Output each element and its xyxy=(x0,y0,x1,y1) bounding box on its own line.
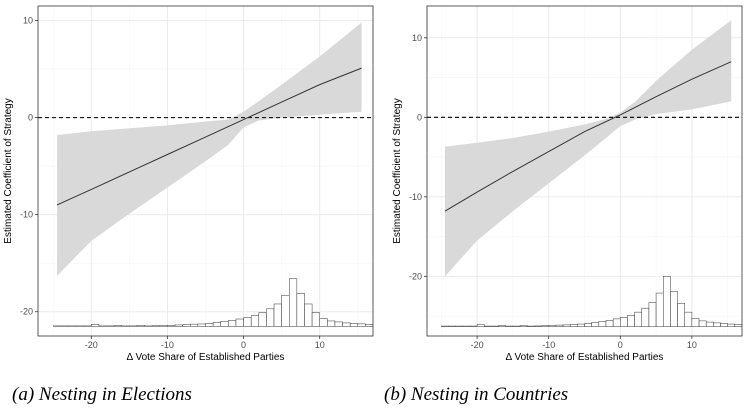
panel-b-histogram-bar xyxy=(720,323,728,327)
panel-a-histogram-bar xyxy=(372,324,373,327)
panel-a-histogram-bar xyxy=(289,278,298,327)
panel-a-histogram-bar xyxy=(113,325,122,327)
panel-a: -20 -10 0 10 -20 -10 0 10 Δ Vote Share of Establ… xyxy=(3,5,374,363)
panel-b-histogram-bar xyxy=(627,315,635,327)
panel-b-histogram-bar xyxy=(620,317,628,327)
panel-a-x-tick-label: -10 xyxy=(161,340,174,350)
panel-a-x-tick-label: 0 xyxy=(241,340,246,350)
panel-b-histogram-bar xyxy=(641,307,650,327)
panel-b-y-tick-label: -10 xyxy=(409,192,422,202)
panel-b-y-axis-title: Estimated Coefficient of Strategy xyxy=(392,98,403,243)
panel-a-histogram-bar xyxy=(311,312,320,327)
panel-a-y-tick-label: -20 xyxy=(20,307,33,317)
panel-b-y-tick-label: 10 xyxy=(412,33,422,43)
panel-b-histogram-bar xyxy=(605,320,614,327)
panel-b-histogram-bar xyxy=(698,320,707,327)
panel-a-histogram-bar xyxy=(296,293,305,327)
panel-a-histogram-bar xyxy=(349,323,359,327)
panel-b-histogram-bar xyxy=(648,302,657,327)
panel-b-histogram-bar xyxy=(548,325,557,327)
panel-a-histogram-bar xyxy=(167,325,176,327)
panel-b-x-tick-label: 10 xyxy=(687,340,697,350)
panel-a-histogram-bar xyxy=(220,321,229,327)
panel-b-histogram-bar xyxy=(663,276,671,327)
panel-a-histogram-bar xyxy=(266,308,275,327)
panel-b-histogram-bar xyxy=(519,325,528,327)
panel-b-histogram-bar xyxy=(591,322,600,327)
panel-a-histogram-bar xyxy=(304,303,313,327)
panel-b-plot-area xyxy=(427,20,742,327)
panel-a-panel-border xyxy=(37,5,374,337)
panel-a-histogram-bar xyxy=(250,315,260,327)
panel-a-histogram-bar xyxy=(91,324,100,327)
panel-b-confidence-ribbon xyxy=(444,20,732,277)
panel-b-histogram-bar xyxy=(498,325,507,327)
panel-a-histogram-bar xyxy=(273,303,282,327)
panel-a-histogram-bar xyxy=(327,320,336,327)
panel-b-histogram-bar xyxy=(741,324,742,327)
panel-b-histogram-bar xyxy=(691,318,700,327)
panel-a-histogram-bar xyxy=(281,294,290,327)
panel-b-x-axis-title: Δ Vote Share of Established Parties xyxy=(506,352,664,363)
panel-b-histogram-bar xyxy=(634,311,643,327)
panel-b-histogram-bar xyxy=(562,324,571,327)
panel-a-histogram-bar xyxy=(159,325,168,327)
panel-a-histogram-bar xyxy=(182,324,191,327)
panel-a-y-axis-title: Estimated Coefficient of Strategy xyxy=(3,98,14,243)
panel-a-x-tick-label: 10 xyxy=(315,340,325,350)
panel-b-histogram-bar xyxy=(598,321,607,327)
panel-a-marginal-effect-line xyxy=(56,67,362,206)
panel-a-histogram-bar xyxy=(212,322,221,327)
panel-a-plot-area xyxy=(38,22,373,327)
panel-a-histogram-bar xyxy=(258,312,267,327)
panel-b-histogram-bar xyxy=(555,324,564,327)
panel-b-y-tick-label: 0 xyxy=(417,112,422,122)
panel-b: -20 -10 0 10 -20 -10 0 10 Δ Vote Share of Establ… xyxy=(392,5,743,363)
panel-b-histogram-bar xyxy=(541,325,549,327)
panel-a-histogram-bar xyxy=(197,323,206,327)
panel-a-confidence-ribbon xyxy=(57,22,362,276)
panel-a-x-axis-title: Δ Vote Share of Established Parties xyxy=(127,352,285,363)
panel-a-histogram-bar xyxy=(334,321,343,327)
caption-panel-a: (a) Nesting in Elections xyxy=(12,384,192,405)
panel-b-histogram-bar xyxy=(684,311,693,327)
panel-a-histogram-bar xyxy=(190,323,199,327)
panel-a-histogram-bar xyxy=(365,324,373,327)
panel-a-histogram-bar xyxy=(136,325,145,327)
panel-b-histogram-bar xyxy=(670,291,678,327)
panel-a-histogram-bar xyxy=(235,318,244,327)
panel-b-marginal-effect-line xyxy=(444,61,732,212)
panel-a-histogram-bar xyxy=(228,320,237,327)
panel-b-panel-border xyxy=(426,5,743,337)
panel-a-histogram-bar xyxy=(174,324,183,327)
panel-a-histogram-bar xyxy=(342,322,351,327)
panel-b-histogram-bar xyxy=(584,323,592,327)
panel-b-histogram-bar xyxy=(476,324,485,327)
caption-panel-b: (b) Nesting in Countries xyxy=(384,384,569,405)
panel-b-histogram-bar xyxy=(569,324,578,327)
panel-a-histogram-bar xyxy=(319,318,328,327)
panel-b-histogram-bar xyxy=(705,321,714,327)
panel-b-histogram-bar xyxy=(727,323,736,327)
panel-b-histogram-bar xyxy=(534,325,542,327)
panel-b-histogram-bar xyxy=(655,292,664,327)
panel-b-x-tick-label: -10 xyxy=(542,340,555,350)
panel-a-histogram-bar xyxy=(205,323,214,327)
panel-a-histogram-bar xyxy=(151,325,161,327)
panel-b-histogram-bar xyxy=(734,324,742,327)
panel-b-histogram-bar xyxy=(577,323,585,327)
panel-a-x-tick-label: -20 xyxy=(85,340,98,350)
panel-a-y-tick-label: -10 xyxy=(20,210,33,220)
panel-b-histogram-bar xyxy=(612,318,621,327)
panel-a-y-tick-label: 10 xyxy=(23,16,33,26)
panel-a-histogram-bar xyxy=(243,317,252,327)
panel-a-y-tick-label: 0 xyxy=(28,113,33,123)
panel-b-histogram-bar xyxy=(677,303,685,327)
panel-a-histogram-bar xyxy=(357,323,366,327)
panel-b-histogram-bar xyxy=(713,322,721,327)
panel-b-x-tick-label: -20 xyxy=(471,340,484,350)
panel-b-x-tick-label: 0 xyxy=(618,340,623,350)
panel-b-y-tick-label: -20 xyxy=(409,271,422,281)
